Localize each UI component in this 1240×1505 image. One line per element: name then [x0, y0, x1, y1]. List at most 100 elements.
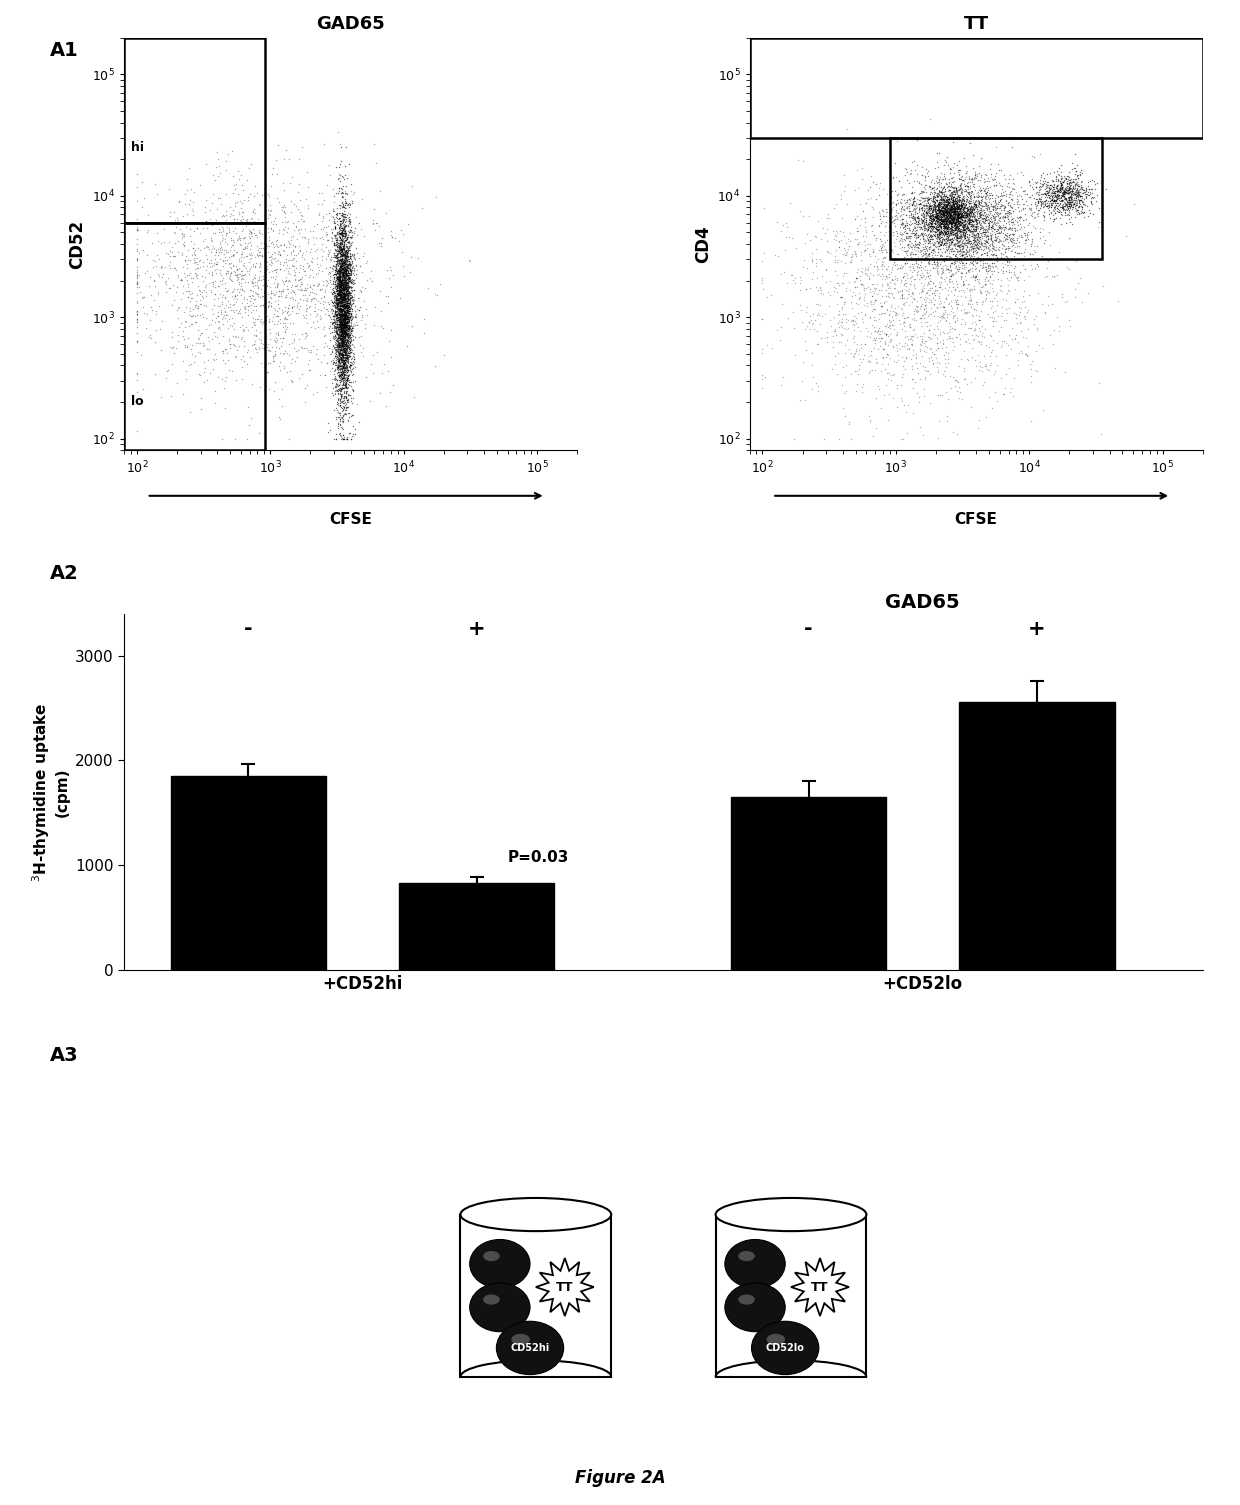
Point	[941, 230, 961, 254]
Point	[940, 199, 960, 223]
Point	[853, 224, 873, 248]
Point	[334, 357, 353, 381]
Point	[959, 197, 978, 221]
Point	[231, 233, 250, 257]
Point	[324, 232, 343, 256]
Point	[283, 278, 303, 303]
Point	[954, 169, 973, 193]
Point	[882, 199, 901, 223]
Point	[932, 202, 952, 226]
Point	[973, 190, 993, 214]
Point	[332, 348, 352, 372]
Point	[1007, 287, 1027, 312]
Point	[937, 209, 957, 233]
Point	[847, 203, 867, 227]
Point	[175, 248, 195, 272]
Point	[885, 208, 905, 232]
Point	[1004, 290, 1024, 315]
Point	[857, 293, 877, 318]
Point	[909, 226, 929, 250]
Point	[336, 369, 356, 393]
Point	[336, 307, 356, 331]
Point	[944, 206, 963, 230]
Point	[812, 283, 832, 307]
Point	[264, 312, 284, 336]
Point	[836, 352, 856, 376]
Point	[332, 284, 352, 309]
Point	[329, 259, 348, 283]
Point	[330, 393, 350, 417]
Point	[963, 229, 983, 253]
Point	[330, 330, 350, 354]
Point	[916, 208, 936, 232]
Point	[980, 257, 999, 281]
Point	[916, 199, 936, 223]
Point	[1049, 200, 1069, 224]
Point	[951, 284, 971, 309]
Point	[334, 248, 353, 272]
Point	[926, 215, 946, 239]
Point	[329, 415, 348, 439]
Point	[294, 259, 314, 283]
Point	[335, 334, 355, 358]
Point	[263, 346, 283, 370]
Point	[975, 179, 994, 203]
Point	[337, 263, 357, 287]
Point	[331, 287, 351, 312]
Point	[340, 316, 360, 340]
Point	[327, 299, 347, 324]
Point	[863, 238, 883, 262]
Point	[197, 337, 217, 361]
Point	[961, 250, 981, 274]
Point	[1068, 163, 1087, 187]
Point	[340, 316, 360, 340]
Point	[929, 191, 949, 215]
Point	[934, 200, 954, 224]
Point	[335, 260, 355, 284]
Point	[330, 327, 350, 351]
Point	[330, 309, 350, 333]
Point	[939, 230, 959, 254]
Point	[1013, 253, 1033, 277]
Point	[904, 303, 924, 327]
Point	[956, 218, 976, 242]
Point	[1058, 197, 1078, 221]
Point	[332, 312, 352, 336]
Point	[332, 217, 352, 241]
Point	[1039, 176, 1059, 200]
Point	[952, 224, 972, 248]
Point	[329, 266, 348, 290]
Point	[897, 209, 916, 233]
Point	[936, 208, 956, 232]
Point	[937, 197, 957, 221]
Point	[955, 203, 975, 227]
Point	[193, 286, 213, 310]
Point	[900, 188, 920, 212]
Point	[342, 333, 362, 357]
Point	[329, 301, 348, 325]
Point	[963, 245, 983, 269]
Point	[986, 173, 1006, 197]
Point	[925, 215, 945, 239]
Point	[334, 325, 353, 349]
Point	[929, 233, 949, 257]
Point	[374, 352, 394, 376]
Point	[329, 281, 348, 306]
Point	[148, 182, 167, 206]
Point	[983, 194, 1003, 218]
Point	[929, 169, 949, 193]
Point	[331, 304, 351, 328]
Point	[335, 306, 355, 330]
Point	[951, 218, 971, 242]
Point	[967, 227, 987, 251]
Point	[944, 206, 963, 230]
Point	[335, 283, 355, 307]
Ellipse shape	[484, 1294, 500, 1305]
Point	[944, 238, 963, 262]
Point	[906, 169, 926, 193]
Point	[946, 211, 966, 235]
Point	[931, 205, 951, 229]
Point	[910, 196, 930, 220]
Point	[867, 254, 887, 278]
Point	[946, 194, 966, 218]
